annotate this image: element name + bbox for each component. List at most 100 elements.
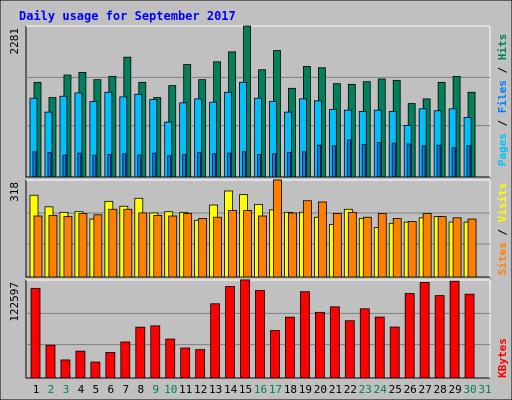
bar-pages-day-15	[242, 151, 246, 178]
x-tick-label-day-10: 10	[164, 383, 177, 396]
y-max-label: 122597	[8, 282, 21, 322]
legend: Sites / Visits	[496, 183, 509, 276]
bar-sites-day-30	[467, 218, 477, 278]
x-tick-label-day-17: 17	[269, 383, 282, 396]
legend-entry: KBytes	[496, 338, 509, 378]
legend-entry: Pages	[496, 133, 509, 166]
legend-entry: /	[496, 113, 509, 133]
bar-pages-day-8	[137, 154, 142, 178]
legend-entry: Sites	[496, 242, 509, 275]
bar-kbytes-day-13	[210, 303, 221, 379]
bar-kbytes-day-9	[150, 325, 161, 379]
bar-pages-day-2	[47, 152, 52, 178]
bar-sites-day-13	[213, 216, 223, 278]
bar-kbytes-day-27	[419, 282, 430, 379]
bar-kbytes-day-25	[389, 326, 400, 379]
chart-title: Daily usage for September 2017	[19, 9, 236, 23]
bar-kbytes-day-17	[270, 330, 280, 379]
legend-entry: Visits	[496, 183, 509, 223]
legend-entry: Files	[496, 80, 509, 113]
legend: KBytes	[496, 338, 509, 378]
bar-pages-day-9	[152, 152, 157, 178]
x-tick-label-day-7: 7	[122, 383, 129, 396]
bar-kbytes-day-2	[45, 344, 56, 379]
legend: Pages / Files / Hits	[496, 34, 509, 167]
x-tick-label-day-6: 6	[108, 383, 115, 396]
bar-pages-day-27	[421, 145, 426, 178]
bar-pages-day-14	[227, 152, 231, 178]
bar-pages-day-18	[287, 152, 291, 178]
bar-pages-day-26	[406, 143, 411, 178]
bar-pages-day-30	[466, 145, 471, 178]
bar-sites-day-14	[228, 210, 237, 278]
bar-sites-day-12	[198, 218, 208, 278]
bar-sites-day-21	[332, 213, 342, 278]
panel-visits-sites: 318	[8, 179, 491, 278]
bar-pages-day-11	[182, 154, 187, 178]
bar-sites-day-24	[377, 213, 387, 278]
x-tick-label-day-3: 3	[63, 383, 70, 396]
bar-sites-day-9	[153, 214, 163, 278]
x-tick-label-day-2: 2	[48, 383, 55, 396]
bar-kbytes-day-14	[225, 286, 235, 379]
bar-sites-day-15	[243, 210, 252, 278]
bar-pages-day-20	[316, 144, 321, 178]
bar-pages-day-1	[32, 151, 37, 178]
bar-sites-day-22	[347, 211, 357, 278]
panel-hits-files-pages: 2281	[8, 25, 491, 178]
x-tick-label-day-14: 14	[224, 383, 238, 396]
x-tick-label-day-13: 13	[209, 383, 222, 396]
bar-pages-day-4	[77, 152, 82, 178]
bar-pages-day-25	[391, 142, 396, 178]
bar-kbytes-day-18	[285, 316, 295, 379]
bar-sites-day-2	[48, 214, 58, 278]
bar-sites-day-8	[138, 212, 148, 278]
x-tick-label-day-18: 18	[284, 383, 297, 396]
bar-kbytes-day-11	[180, 347, 191, 379]
bar-kbytes-day-21	[329, 306, 340, 379]
bar-kbytes-day-16	[255, 290, 265, 379]
x-tick-label-day-11: 11	[179, 383, 192, 396]
legend-entry: Hits	[496, 34, 509, 61]
bar-pages-day-5	[92, 154, 97, 178]
bar-sites-day-3	[63, 216, 73, 278]
bar-pages-day-13	[212, 153, 217, 178]
x-tick-label-day-29: 29	[448, 383, 461, 396]
y-max-label: 318	[8, 182, 21, 202]
bar-sites-day-6	[108, 208, 118, 278]
bar-kbytes-day-22	[344, 320, 355, 379]
bar-pages-day-29	[451, 147, 456, 178]
bar-sites-day-16	[258, 215, 267, 278]
x-tick-label-day-31: 31	[478, 383, 491, 396]
x-tick-label-day-12: 12	[194, 383, 207, 396]
x-tick-label-day-22: 22	[344, 383, 357, 396]
bar-sites-day-26	[407, 221, 417, 278]
bar-pages-day-28	[436, 144, 441, 178]
y-max-label: 2281	[8, 28, 21, 55]
x-tick-label-day-21: 21	[329, 383, 342, 396]
bar-kbytes-day-10	[165, 338, 176, 379]
x-tick-label-day-20: 20	[314, 383, 327, 396]
bar-pages-day-19	[302, 151, 306, 178]
bar-sites-day-1	[33, 215, 43, 278]
bar-sites-day-20	[317, 201, 327, 278]
x-tick-label-day-23: 23	[359, 383, 372, 396]
bar-pages-day-21	[331, 145, 336, 178]
x-tick-label-day-15: 15	[239, 383, 252, 396]
series-legends: Pages / Files / Hits Sites / Visits KBytes	[496, 34, 509, 378]
bar-pages-day-17	[272, 153, 276, 178]
bar-sites-day-17	[273, 179, 282, 278]
x-tick-label-day-26: 26	[404, 383, 417, 396]
bar-pages-day-23	[361, 144, 366, 178]
bar-kbytes-day-28	[434, 295, 445, 379]
x-tick-label-day-30: 30	[463, 383, 476, 396]
bar-sites-day-23	[362, 216, 372, 278]
x-tick-label-day-4: 4	[78, 383, 85, 396]
bar-kbytes-day-20	[314, 311, 325, 379]
bar-kbytes-day-19	[300, 291, 310, 379]
bar-kbytes-day-29	[449, 280, 460, 379]
bar-kbytes-day-8	[135, 326, 146, 379]
bar-pages-day-16	[257, 154, 261, 178]
bar-pages-day-3	[62, 154, 67, 178]
bar-kbytes-day-6	[105, 352, 116, 379]
